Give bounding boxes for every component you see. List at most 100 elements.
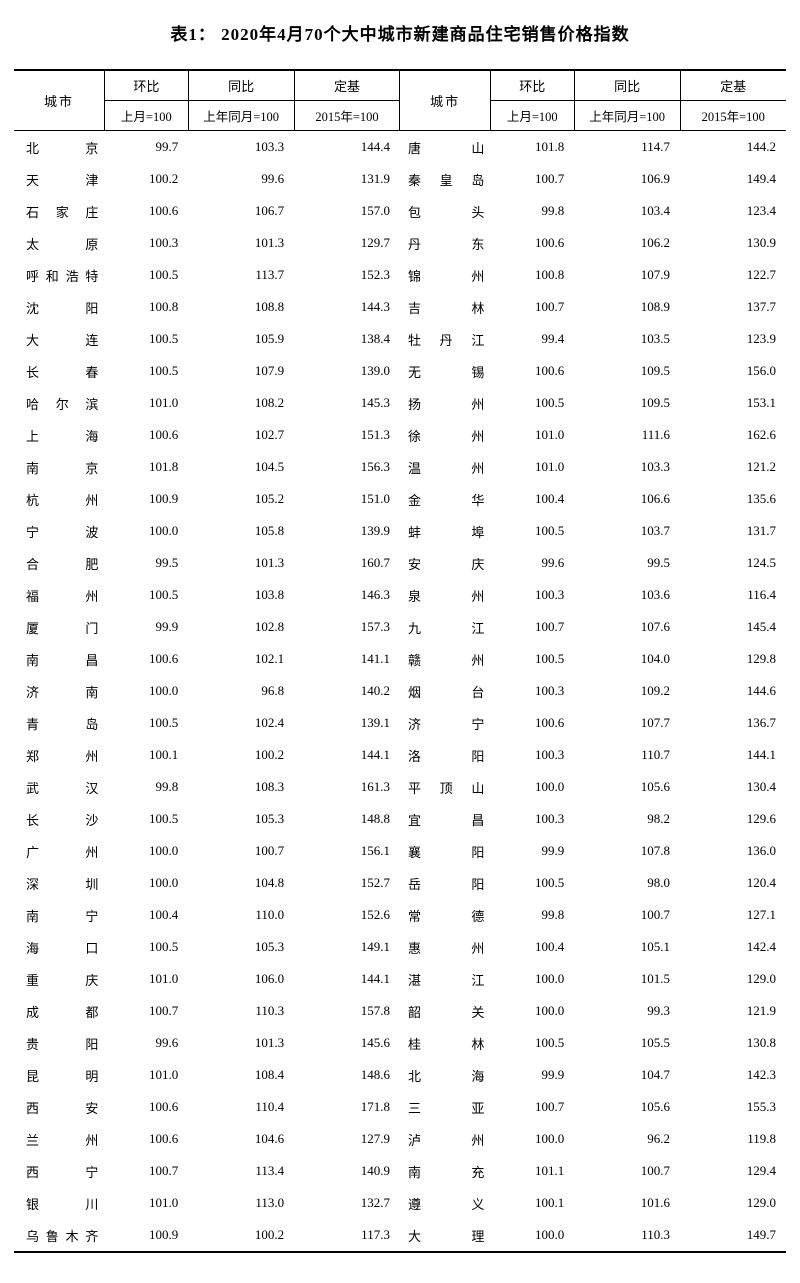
base-value: 137.7 [680,291,786,323]
base-value: 129.0 [680,963,786,995]
city-name: 南 昌 [14,643,104,675]
base-value: 130.4 [680,771,786,803]
base-value: 152.6 [294,899,400,931]
mom-value: 100.4 [490,483,574,515]
city-name: 牡 丹 江 [400,323,490,355]
col-mom-left: 环比 [104,70,188,101]
mom-value: 100.0 [490,963,574,995]
table-row: 西 宁100.7113.4140.9南 充101.1100.7129.4 [14,1155,786,1187]
yoy-value: 102.1 [188,643,294,675]
base-value: 140.9 [294,1155,400,1187]
city-name: 扬 州 [400,387,490,419]
city-name: 石 家 庄 [14,195,104,227]
yoy-value: 107.9 [574,259,680,291]
mom-value: 101.0 [104,1059,188,1091]
table-row: 乌鲁木齐100.9100.2117.3大 理100.0110.3149.7 [14,1219,786,1252]
table-row: 广 州100.0100.7156.1襄 阳99.9107.8136.0 [14,835,786,867]
mom-value: 100.5 [490,643,574,675]
base-value: 145.6 [294,1027,400,1059]
yoy-value: 100.7 [574,1155,680,1187]
base-value: 160.7 [294,547,400,579]
city-name: 兰 州 [14,1123,104,1155]
mom-value: 100.5 [490,867,574,899]
base-value: 144.3 [294,291,400,323]
mom-value: 99.9 [104,611,188,643]
base-value: 121.2 [680,451,786,483]
page-title: 表1： 2020年4月70个大中城市新建商品住宅销售价格指数 [14,20,786,45]
mom-value: 101.1 [490,1155,574,1187]
mom-value: 100.5 [490,387,574,419]
table-row: 银 川101.0113.0132.7遵 义100.1101.6129.0 [14,1187,786,1219]
city-name: 太 原 [14,227,104,259]
mom-value: 100.1 [490,1187,574,1219]
city-name: 南 充 [400,1155,490,1187]
city-name: 杭 州 [14,483,104,515]
base-value: 116.4 [680,579,786,611]
city-name: 天 津 [14,163,104,195]
yoy-value: 103.3 [188,131,294,164]
city-name: 包 头 [400,195,490,227]
base-value: 149.7 [680,1219,786,1252]
yoy-value: 109.5 [574,355,680,387]
city-name: 贵 阳 [14,1027,104,1059]
yoy-value: 106.7 [188,195,294,227]
yoy-value: 106.6 [574,483,680,515]
yoy-value: 108.8 [188,291,294,323]
city-name: 银 川 [14,1187,104,1219]
city-name: 岳 阳 [400,867,490,899]
table-row: 青 岛100.5102.4139.1济 宁100.6107.7136.7 [14,707,786,739]
yoy-value: 107.7 [574,707,680,739]
yoy-value: 96.8 [188,675,294,707]
base-value: 123.9 [680,323,786,355]
base-value: 142.4 [680,931,786,963]
city-name: 烟 台 [400,675,490,707]
mom-value: 100.5 [104,259,188,291]
mom-value: 100.0 [104,675,188,707]
base-value: 144.1 [680,739,786,771]
yoy-value: 99.5 [574,547,680,579]
yoy-value: 103.4 [574,195,680,227]
mom-value: 100.6 [104,419,188,451]
yoy-value: 110.0 [188,899,294,931]
table-row: 长 春100.5107.9139.0无 锡100.6109.5156.0 [14,355,786,387]
city-name: 平 顶 山 [400,771,490,803]
yoy-value: 106.2 [574,227,680,259]
base-value: 145.4 [680,611,786,643]
yoy-value: 102.4 [188,707,294,739]
base-value: 122.7 [680,259,786,291]
yoy-value: 114.7 [574,131,680,164]
base-value: 127.1 [680,899,786,931]
city-name: 武 汉 [14,771,104,803]
city-name: 福 州 [14,579,104,611]
mom-value: 100.9 [104,1219,188,1252]
base-value: 139.9 [294,515,400,547]
city-name: 长 沙 [14,803,104,835]
city-name: 赣 州 [400,643,490,675]
yoy-value: 101.5 [574,963,680,995]
mom-value: 99.7 [104,131,188,164]
mom-value: 100.7 [490,291,574,323]
yoy-value: 108.2 [188,387,294,419]
table-row: 天 津100.299.6131.9秦 皇 岛100.7106.9149.4 [14,163,786,195]
mom-value: 100.0 [490,1219,574,1252]
base-value: 144.1 [294,963,400,995]
yoy-value: 103.7 [574,515,680,547]
table-row: 杭 州100.9105.2151.0金 华100.4106.6135.6 [14,483,786,515]
base-value: 151.3 [294,419,400,451]
table-row: 沈 阳100.8108.8144.3吉 林100.7108.9137.7 [14,291,786,323]
yoy-value: 103.8 [188,579,294,611]
mom-value: 100.5 [104,707,188,739]
table-row: 重 庆101.0106.0144.1湛 江100.0101.5129.0 [14,963,786,995]
city-name: 南 京 [14,451,104,483]
mom-value: 100.0 [104,515,188,547]
table-row: 厦 门99.9102.8157.3九 江100.7107.6145.4 [14,611,786,643]
base-value: 130.8 [680,1027,786,1059]
city-name: 哈 尔 滨 [14,387,104,419]
yoy-value: 105.6 [574,1091,680,1123]
base-value: 144.4 [294,131,400,164]
yoy-value: 100.7 [574,899,680,931]
table-row: 北 京99.7103.3144.4唐 山101.8114.7144.2 [14,131,786,164]
mom-value: 101.0 [104,1187,188,1219]
col-base-right: 定基 [680,70,786,101]
base-value: 157.8 [294,995,400,1027]
